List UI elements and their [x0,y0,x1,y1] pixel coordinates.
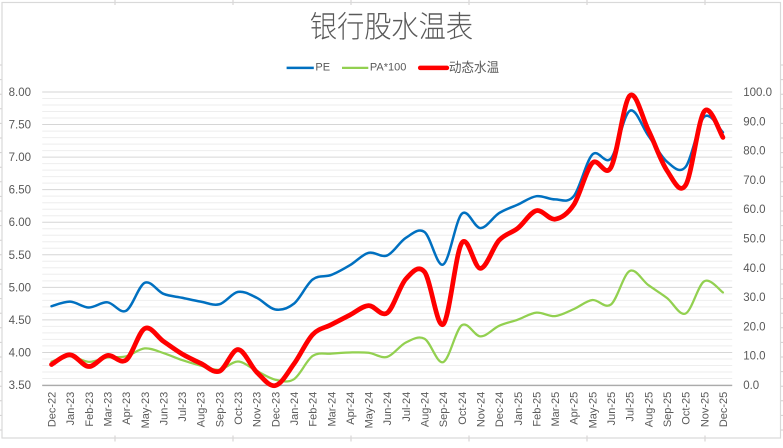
svg-text:Feb-25: Feb-25 [531,392,543,427]
svg-text:0.0: 0.0 [743,380,759,392]
svg-text:Dec-25: Dec-25 [718,392,730,427]
svg-text:7.00: 7.00 [9,152,31,164]
svg-text:Aug-25: Aug-25 [643,392,655,427]
svg-text:5.50: 5.50 [9,250,31,262]
svg-text:Oct-25: Oct-25 [681,392,693,425]
svg-text:May-25: May-25 [587,392,599,429]
svg-text:Mar-23: Mar-23 [103,392,115,427]
svg-text:Nov-23: Nov-23 [252,392,264,427]
svg-text:Dec-22: Dec-22 [47,392,59,427]
svg-text:Sep-24: Sep-24 [438,392,450,427]
svg-text:Jun-25: Jun-25 [606,392,618,426]
svg-text:5.00: 5.00 [9,282,31,294]
svg-text:6.00: 6.00 [9,217,31,229]
svg-text:Mar-24: Mar-24 [326,392,338,427]
svg-text:8.00: 8.00 [9,87,31,99]
svg-text:Feb-23: Feb-23 [84,392,96,427]
svg-text:4.00: 4.00 [9,347,31,359]
svg-text:PE: PE [315,62,330,74]
svg-text:40.0: 40.0 [743,263,765,275]
svg-text:80.0: 80.0 [743,146,765,158]
svg-text:7.50: 7.50 [9,120,31,132]
svg-text:4.50: 4.50 [9,315,31,327]
svg-text:10.0: 10.0 [743,351,765,363]
svg-text:May-24: May-24 [364,392,376,429]
svg-text:Dec-24: Dec-24 [494,392,506,427]
svg-text:Mar-25: Mar-25 [550,392,562,427]
svg-text:Apr-23: Apr-23 [121,392,133,425]
svg-text:Jun-23: Jun-23 [158,392,170,426]
svg-text:70.0: 70.0 [743,175,765,187]
svg-text:6.50: 6.50 [9,185,31,197]
svg-text:50.0: 50.0 [743,234,765,246]
svg-text:Oct-23: Oct-23 [233,392,245,425]
svg-text:May-23: May-23 [140,392,152,429]
svg-text:Nov-24: Nov-24 [476,392,488,427]
svg-text:Apr-25: Apr-25 [569,392,581,425]
svg-text:Jul-23: Jul-23 [177,392,189,422]
svg-text:Sep-23: Sep-23 [214,392,226,427]
svg-text:Jan-23: Jan-23 [65,392,77,426]
svg-text:90.0: 90.0 [743,116,765,128]
svg-text:3.50: 3.50 [9,380,31,392]
svg-text:20.0: 20.0 [743,321,765,333]
svg-text:60.0: 60.0 [743,204,765,216]
svg-text:30.0: 30.0 [743,292,765,304]
svg-text:Jul-24: Jul-24 [401,392,413,422]
svg-text:Feb-24: Feb-24 [308,392,320,427]
svg-text:PA*100: PA*100 [370,62,407,74]
svg-text:Dec-23: Dec-23 [270,392,282,427]
svg-text:Apr-24: Apr-24 [345,392,357,425]
svg-text:100.0: 100.0 [743,87,772,99]
svg-text:Nov-25: Nov-25 [699,392,711,427]
svg-text:Jul-25: Jul-25 [625,392,637,422]
svg-text:Aug-23: Aug-23 [196,392,208,427]
svg-text:Jan-25: Jan-25 [513,392,525,426]
svg-text:Oct-24: Oct-24 [457,392,469,425]
svg-text:Jun-24: Jun-24 [382,392,394,426]
svg-text:Aug-24: Aug-24 [420,392,432,427]
svg-text:Sep-25: Sep-25 [662,392,674,427]
svg-text:Jan-24: Jan-24 [289,392,301,426]
